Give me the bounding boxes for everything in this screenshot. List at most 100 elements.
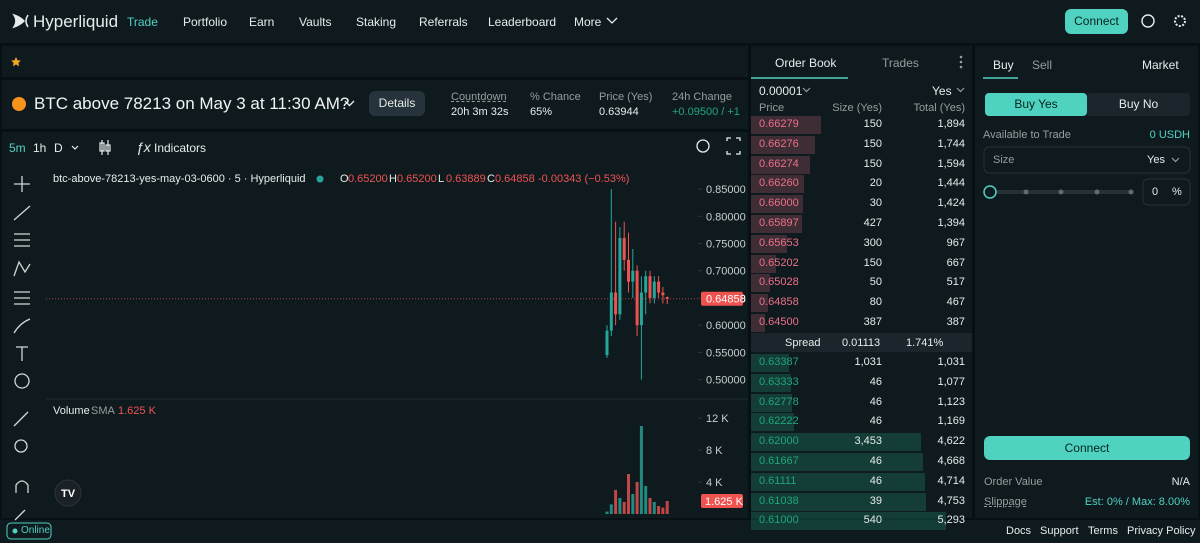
nav-link[interactable]: More — [574, 15, 602, 29]
connect-button[interactable]: Connect — [1065, 9, 1128, 34]
book-price[interactable]: 0.66276 — [759, 137, 799, 150]
sell-tab[interactable]: Sell — [1032, 58, 1053, 72]
order-book-tab[interactable]: Order Book — [775, 56, 837, 70]
nav-link[interactable]: Referrals — [419, 15, 468, 29]
col-header: Total (Yes) — [913, 102, 965, 114]
book-price[interactable]: 0.63333 — [759, 375, 799, 388]
logo-text[interactable]: Hyperliquid — [33, 12, 119, 31]
nav-link[interactable]: Earn — [249, 15, 275, 29]
book-price[interactable]: 0.66274 — [759, 157, 799, 170]
fullscreen-icon[interactable] — [726, 137, 741, 155]
footer-link[interactable]: Terms — [1088, 525, 1118, 537]
book-price[interactable]: 0.66000 — [759, 197, 799, 210]
candle-body — [665, 296, 669, 299]
candle-type-icon[interactable] — [99, 140, 111, 155]
interval-button[interactable]: 1h — [33, 141, 47, 155]
book-total: 1,077 — [937, 375, 965, 388]
order-type[interactable]: Market — [1142, 58, 1179, 72]
favorites-bar — [2, 46, 748, 77]
y-tick-label: 0.80000 — [706, 211, 746, 223]
stat-value: +0.09500 / +1 — [672, 106, 740, 118]
buy-tab[interactable]: Buy — [993, 58, 1014, 72]
fx-icon[interactable]: ƒx — [136, 139, 152, 155]
volume-bar — [627, 474, 630, 514]
slider-thumb[interactable] — [983, 185, 997, 199]
available-value: 0 USDH — [1149, 129, 1190, 141]
book-total: 4,622 — [937, 435, 965, 448]
book-price[interactable]: 0.66279 — [759, 118, 799, 130]
footer-link[interactable]: Support — [1040, 525, 1079, 537]
volume-bar — [644, 486, 648, 514]
order-value-label: Order Value — [984, 476, 1043, 488]
book-price[interactable]: 0.61111 — [759, 474, 797, 487]
nav-link[interactable]: Staking — [356, 15, 397, 29]
buy-no-button[interactable]: Buy No — [1087, 93, 1190, 116]
settings-icon[interactable] — [1174, 15, 1186, 27]
book-total: 1,394 — [937, 217, 965, 229]
book-total: 1,169 — [937, 415, 965, 428]
book-total: 1,744 — [937, 137, 965, 150]
book-size: 39 — [869, 494, 882, 507]
book-total: 1,594 — [937, 157, 965, 170]
book-total: 4,714 — [937, 474, 965, 487]
book-price[interactable]: 0.61000 — [759, 514, 799, 527]
y-tick-label: 0.75000 — [706, 239, 746, 251]
nav-link[interactable]: Portfolio — [183, 15, 228, 29]
indicators-button[interactable]: Indicators — [154, 141, 207, 155]
book-total: 667 — [946, 256, 965, 269]
market-title[interactable]: BTC above 78213 on May 3 at 11:30 AM? — [34, 94, 350, 113]
y-tick-label: 0.55000 — [706, 347, 746, 359]
book-price[interactable]: 0.65653 — [759, 236, 799, 249]
tick-size[interactable]: 0.00001 — [759, 84, 803, 98]
dropdown-chevrons[interactable] — [802, 87, 1180, 163]
buy-yes-button[interactable]: Buy Yes — [985, 93, 1087, 116]
book-price[interactable]: 0.62778 — [759, 395, 799, 408]
book-price[interactable]: 0.63387 — [759, 356, 799, 368]
book-price[interactable]: 0.65202 — [759, 256, 799, 269]
menu-dots[interactable] — [959, 55, 963, 69]
footer-link[interactable]: Docs — [1006, 525, 1032, 537]
search-icon[interactable] — [696, 139, 710, 153]
interval-chevron[interactable] — [71, 145, 79, 150]
depth-bar — [751, 413, 795, 432]
size-input[interactable] — [983, 146, 1191, 174]
ohlc-change: -0.00343 (−0.53%) — [538, 173, 630, 185]
nav-link[interactable]: Trade — [127, 15, 158, 29]
trades-tab[interactable]: Trades — [882, 56, 919, 70]
side-select[interactable]: Yes — [932, 84, 952, 98]
book-price[interactable]: 0.62222 — [759, 415, 799, 428]
slippage-label: Slippage — [984, 496, 1027, 508]
size-unit[interactable]: Yes — [1147, 154, 1165, 166]
globe-icon[interactable] — [1141, 14, 1155, 28]
book-total: 1,894 — [937, 118, 965, 130]
book-price[interactable]: 0.61038 — [759, 494, 799, 507]
percent-input[interactable] — [1142, 178, 1191, 206]
book-price[interactable]: 0.62000 — [759, 435, 799, 448]
footer-link[interactable]: Privacy Policy — [1127, 525, 1196, 537]
details-button[interactable]: Details — [369, 91, 425, 116]
percent-value[interactable]: 0 — [1152, 186, 1159, 198]
interval-button[interactable]: D — [54, 141, 63, 155]
volume-bar — [652, 502, 656, 514]
book-total: 1,444 — [937, 177, 965, 190]
candle-body — [652, 281, 656, 298]
nav-link[interactable]: Leaderboard — [488, 15, 557, 29]
status-text: Online — [21, 525, 50, 536]
book-price[interactable]: 0.66260 — [759, 177, 799, 190]
book-price[interactable]: 0.65897 — [759, 217, 799, 229]
book-price[interactable]: 0.64858 — [759, 296, 799, 309]
book-price[interactable]: 0.64500 — [759, 316, 799, 328]
book-price[interactable]: 0.65028 — [759, 276, 799, 289]
connect-button[interactable]: Connect — [984, 436, 1190, 460]
tradingview-badge[interactable] — [54, 479, 82, 507]
book-size: 46 — [869, 375, 882, 388]
nav-link[interactable]: Vaults — [299, 15, 332, 29]
depth-bar — [751, 354, 789, 372]
depth-bar — [751, 453, 923, 471]
star-icon[interactable] — [11, 57, 21, 67]
book-price[interactable]: 0.61667 — [759, 455, 799, 467]
drawing-tools[interactable] — [13, 176, 31, 521]
candle-body — [609, 292, 613, 331]
market-chevron[interactable] — [344, 100, 355, 107]
interval-button[interactable]: 5m — [9, 141, 26, 155]
